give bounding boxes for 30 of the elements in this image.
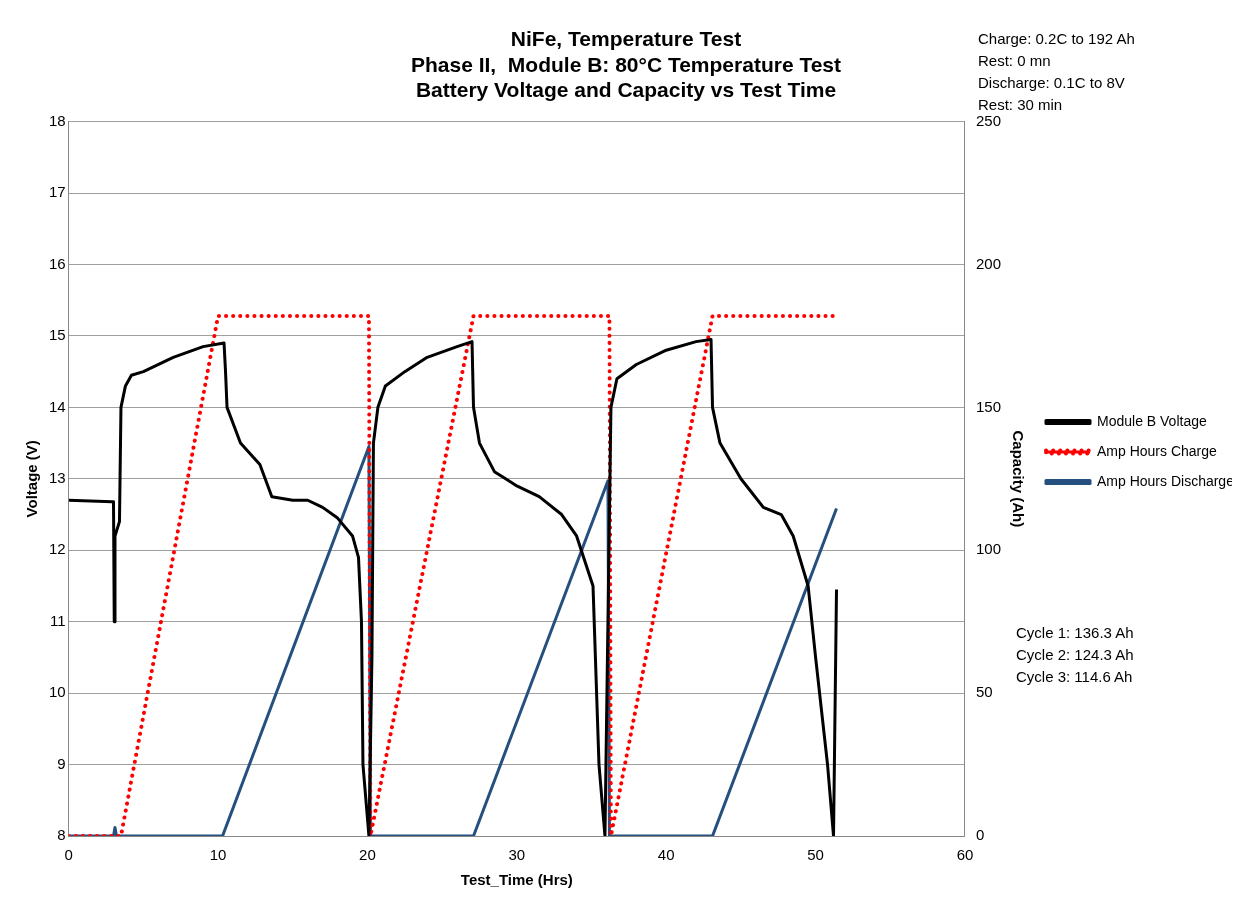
y-tick-label: 9 xyxy=(57,754,66,772)
legend-label: Module B Voltage xyxy=(1097,412,1207,429)
x-tick-label: 20 xyxy=(359,846,376,864)
x-tick-label: 10 xyxy=(209,846,227,864)
x-tick-label: 50 xyxy=(807,846,824,864)
y-tick-label: 8 xyxy=(57,826,66,844)
y-tick-label: 15 xyxy=(49,326,66,344)
y-tick-label: 17 xyxy=(49,183,66,201)
y-axis-title: Voltage (V) xyxy=(23,440,41,518)
y2-tick-label: 100 xyxy=(975,540,1001,558)
y-tick-label: 12 xyxy=(49,540,66,558)
text: Cycle 1: 136.3 Ah Cycle 2: 124.3 Ah Cycle 3: 114.6 Ah xyxy=(1016,623,1134,687)
legend-label: Amp Hours Charge xyxy=(1097,442,1218,459)
chart-title: NiFe, Temperature Test Phase II, Module B: 80°C Temperature Test Battery Voltage and Capacity vs Test Time xyxy=(410,27,842,101)
y2-axis-title: Capacity (Ah) xyxy=(1009,430,1027,528)
y-tick-label: 13 xyxy=(49,468,66,486)
y2-tick-label: 150 xyxy=(975,397,1001,415)
y-tick-label: 11 xyxy=(50,611,66,629)
y-tick-label: 14 xyxy=(49,397,66,415)
y2-tick-label: 50 xyxy=(975,683,993,701)
x-tick-label: 40 xyxy=(657,846,675,864)
y-tick-label: 16 xyxy=(49,254,66,272)
x-tick-label: 30 xyxy=(508,846,526,864)
y-tick-label: 10 xyxy=(49,683,66,701)
y-tick-label: 18 xyxy=(49,111,66,129)
x-tick-label: 0 xyxy=(64,846,73,864)
x-axis-title: Test_Time (Hrs) xyxy=(460,871,573,889)
y2-tick-label: 200 xyxy=(975,254,1001,272)
x-tick-label: 60 xyxy=(956,846,974,864)
y2-tick-label: 0 xyxy=(975,826,985,844)
